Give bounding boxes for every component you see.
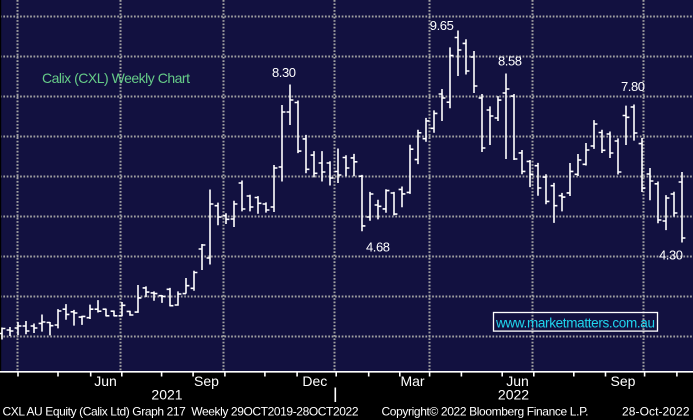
svg-text:CXL AU Equity (Calix Ltd) Grap: CXL AU Equity (Calix Ltd) Graph 217 Week…	[3, 405, 359, 419]
svg-text:Dec: Dec	[302, 373, 327, 389]
svg-text:Calix (CXL) Weekly Chart: Calix (CXL) Weekly Chart	[42, 70, 190, 86]
svg-text:4.30: 4.30	[659, 248, 683, 263]
svg-text:Mar: Mar	[400, 373, 424, 389]
svg-text:2022: 2022	[498, 387, 529, 403]
svg-text:7.80: 7.80	[621, 79, 645, 94]
svg-text:Jun: Jun	[94, 373, 117, 389]
svg-text:Sep: Sep	[194, 373, 219, 389]
svg-text:8.30: 8.30	[272, 65, 296, 80]
svg-text:Jun: Jun	[506, 373, 529, 389]
svg-text:Copyright© 2022 Bloomberg Fina: Copyright© 2022 Bloomberg Finance L.P.	[382, 405, 589, 419]
svg-text:Sep: Sep	[611, 373, 636, 389]
svg-text:8.58: 8.58	[498, 54, 522, 69]
svg-text:9.65: 9.65	[430, 18, 454, 33]
svg-text:2021: 2021	[151, 387, 182, 403]
svg-text:28-Oct-2022: 28-Oct-2022	[622, 405, 690, 419]
svg-text:4.68: 4.68	[366, 240, 390, 255]
svg-text:www.marketmatters.com.au: www.marketmatters.com.au	[495, 316, 655, 331]
